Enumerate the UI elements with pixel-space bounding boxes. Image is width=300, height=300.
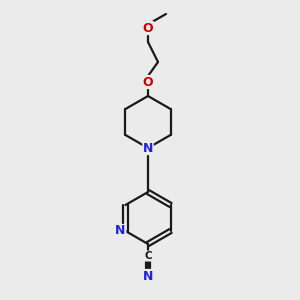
Text: N: N	[143, 269, 153, 283]
Text: N: N	[115, 224, 126, 238]
Text: C: C	[144, 251, 152, 261]
Text: N: N	[143, 142, 153, 154]
Text: O: O	[143, 22, 153, 34]
Text: O: O	[143, 76, 153, 88]
